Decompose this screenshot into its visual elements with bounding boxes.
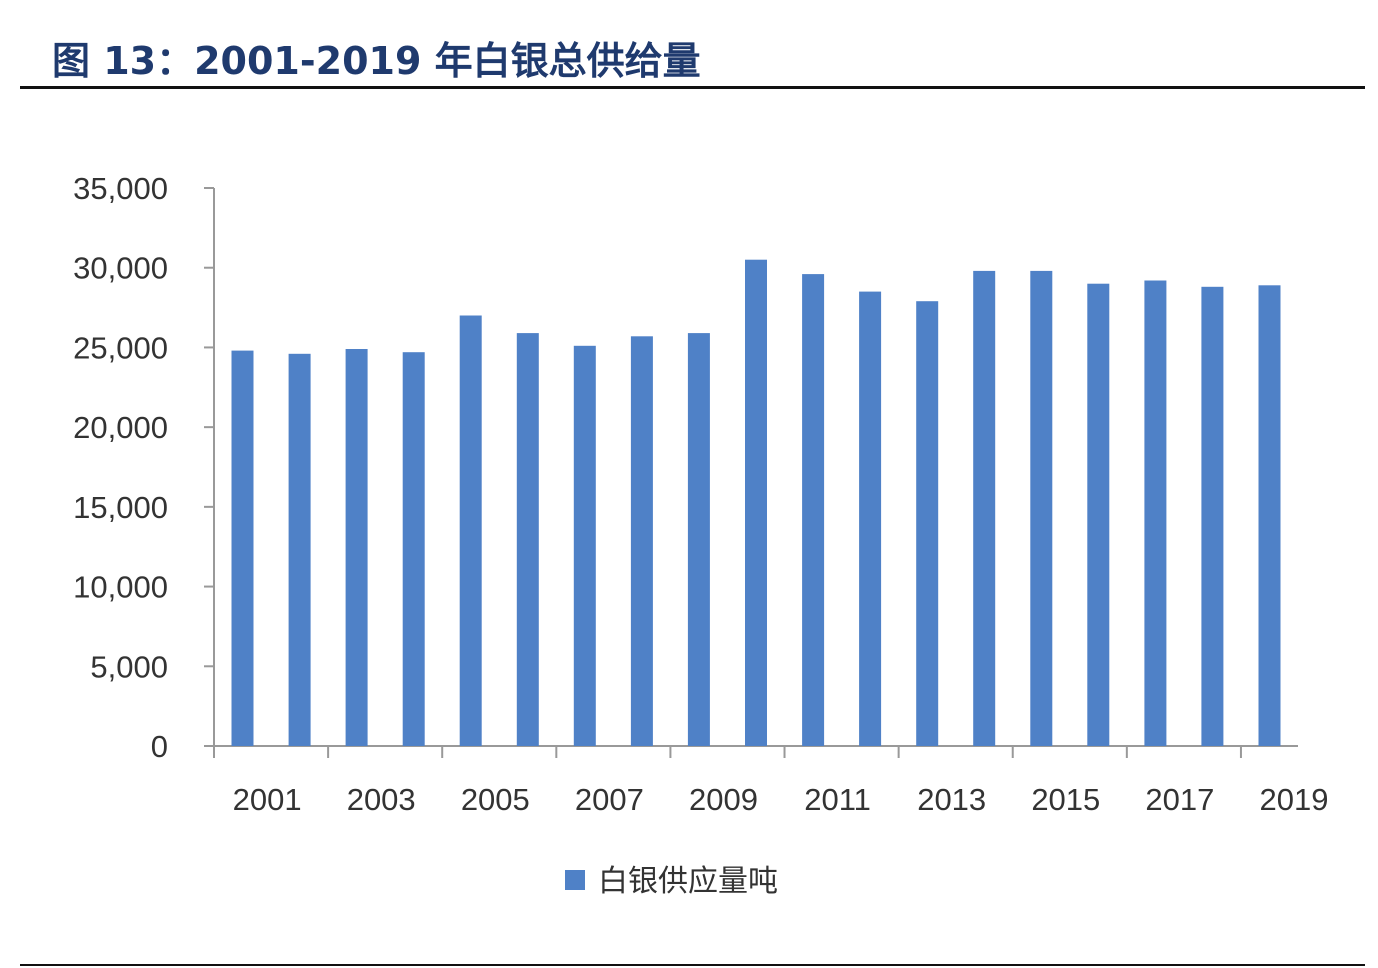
legend: 白银供应量吨 <box>565 864 778 899</box>
bar-2003 <box>345 349 368 746</box>
y-tick-label: 25,000 <box>73 330 168 365</box>
bar-2006 <box>516 333 539 746</box>
y-tick-label: 0 <box>151 729 168 764</box>
y-tick-label: 10,000 <box>73 570 168 605</box>
y-tick-label: 35,000 <box>73 171 168 206</box>
legend-swatch <box>565 870 585 890</box>
bar-2014 <box>973 270 996 746</box>
bar-2016 <box>1087 283 1110 746</box>
bar-2009 <box>687 333 710 746</box>
bar-2010 <box>745 259 767 746</box>
x-tick-label: 2001 <box>233 782 302 817</box>
x-tick-label: 2009 <box>689 782 758 817</box>
x-tick-label: 2015 <box>1031 782 1100 817</box>
x-tick-label: 2003 <box>347 782 416 817</box>
x-tick-label: 2007 <box>575 782 644 817</box>
legend-label: 白银供应量吨 <box>598 864 778 899</box>
bar-2011 <box>802 274 825 746</box>
top-rule <box>20 86 1365 89</box>
bars <box>231 259 1281 746</box>
y-tick-label: 20,000 <box>73 410 168 445</box>
bar-2019 <box>1258 285 1281 746</box>
bar-2017 <box>1144 280 1167 746</box>
bar-2015 <box>1030 270 1053 746</box>
bar-2004 <box>402 352 425 746</box>
x-tick-label: 2011 <box>804 782 871 817</box>
x-tick-label: 2019 <box>1260 782 1329 817</box>
bar-2007 <box>573 345 596 746</box>
y-tick-label: 15,000 <box>73 490 168 525</box>
bar-2013 <box>916 301 939 746</box>
bottom-rule <box>20 964 1365 966</box>
x-tick-label: 2005 <box>461 782 530 817</box>
bar-2018 <box>1201 286 1224 746</box>
x-axis: 2001 2003 2005 2007 2009 2011 2013 2015 2017 2019 <box>213 745 1329 817</box>
y-tick-label: 30,000 <box>73 251 168 286</box>
bar-2012 <box>859 291 882 746</box>
bar-2002 <box>288 353 311 746</box>
y-tick-label: 5,000 <box>90 649 168 684</box>
x-tick-label: 2017 <box>1145 782 1214 817</box>
bar-2008 <box>630 336 653 746</box>
bar-2005 <box>459 315 482 746</box>
y-axis: 0 5,000 10,000 15,000 20,000 25,000 30,000 35,0… <box>73 171 215 764</box>
bar-2001 <box>231 350 254 746</box>
figure-title: 图 13：2001-2019 年白银总供给量 <box>52 39 701 83</box>
x-tick-label: 2013 <box>917 782 986 817</box>
